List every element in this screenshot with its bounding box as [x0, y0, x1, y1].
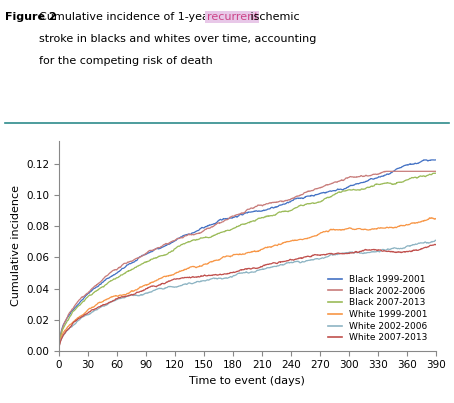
White 2007-2013: [357, 249, 362, 254]
White 1999-2001: [222, 254, 228, 259]
Black 1999-2001: [421, 158, 426, 162]
Black 2007-2013: [222, 229, 228, 234]
Black 2007-2013: [432, 171, 438, 176]
Black 2002-2006: [357, 174, 362, 179]
Text: Figure 2: Figure 2: [5, 12, 60, 22]
Black 1999-2001: [315, 192, 321, 197]
Black 2002-2006: [209, 224, 214, 229]
White 1999-2001: [56, 348, 62, 353]
Text: ischemic: ischemic: [247, 12, 300, 22]
White 2002-2006: [433, 238, 439, 243]
Black 2007-2013: [315, 200, 321, 205]
Line: White 1999-2001: White 1999-2001: [59, 218, 436, 351]
White 2002-2006: [56, 348, 62, 353]
Line: Black 1999-2001: Black 1999-2001: [59, 160, 436, 351]
White 2007-2013: [56, 348, 62, 353]
Text: Cumulative incidence of 1-year: Cumulative incidence of 1-year: [39, 12, 217, 22]
Line: White 2007-2013: White 2007-2013: [59, 244, 436, 351]
Black 2007-2013: [95, 288, 100, 293]
Y-axis label: Cumulative incidence: Cumulative incidence: [10, 185, 20, 306]
White 2002-2006: [315, 256, 321, 261]
White 2002-2006: [357, 250, 362, 255]
Black 2002-2006: [315, 186, 321, 191]
Black 2002-2006: [222, 218, 228, 223]
Black 1999-2001: [56, 348, 62, 353]
Black 2007-2013: [209, 234, 214, 239]
Black 1999-2001: [357, 181, 362, 186]
Black 2002-2006: [95, 282, 100, 287]
Black 2002-2006: [383, 169, 389, 174]
Black 2007-2013: [433, 171, 439, 176]
White 2007-2013: [209, 273, 214, 278]
Text: for the competing risk of death: for the competing risk of death: [39, 56, 212, 66]
White 1999-2001: [357, 226, 362, 231]
Legend: Black 1999-2001, Black 2002-2006, Black 2007-2013, White 1999-2001, White 2002-2: Black 1999-2001, Black 2002-2006, Black …: [325, 271, 431, 346]
White 2002-2006: [95, 307, 100, 312]
White 2007-2013: [432, 242, 438, 247]
Black 2002-2006: [350, 174, 355, 179]
Line: Black 2007-2013: Black 2007-2013: [59, 173, 436, 351]
Line: Black 2002-2006: Black 2002-2006: [59, 171, 436, 351]
Black 2007-2013: [56, 348, 62, 353]
Black 2007-2013: [350, 187, 355, 192]
Text: stroke in blacks and whites over time, accounting: stroke in blacks and whites over time, a…: [39, 34, 316, 44]
White 1999-2001: [350, 227, 355, 232]
White 2007-2013: [350, 250, 355, 255]
White 2002-2006: [209, 276, 214, 281]
White 2002-2006: [350, 250, 355, 255]
White 1999-2001: [429, 215, 434, 220]
Black 1999-2001: [95, 284, 100, 289]
White 1999-2001: [315, 232, 321, 237]
Black 1999-2001: [350, 183, 355, 188]
Black 1999-2001: [433, 158, 439, 162]
White 2007-2013: [433, 242, 439, 247]
White 1999-2001: [95, 301, 100, 306]
White 2002-2006: [222, 276, 228, 281]
Black 2007-2013: [357, 188, 362, 193]
White 1999-2001: [433, 216, 439, 221]
Black 2002-2006: [56, 348, 62, 353]
Black 1999-2001: [209, 222, 214, 227]
Text: recurrent: recurrent: [207, 12, 258, 22]
Line: White 2002-2006: White 2002-2006: [59, 240, 436, 351]
Black 1999-2001: [222, 216, 228, 221]
X-axis label: Time to event (days): Time to event (days): [189, 376, 306, 386]
White 2007-2013: [315, 252, 321, 257]
White 1999-2001: [209, 259, 214, 264]
White 2007-2013: [95, 305, 100, 310]
White 2007-2013: [222, 272, 228, 276]
Black 2002-2006: [433, 169, 439, 174]
White 2002-2006: [433, 238, 438, 243]
